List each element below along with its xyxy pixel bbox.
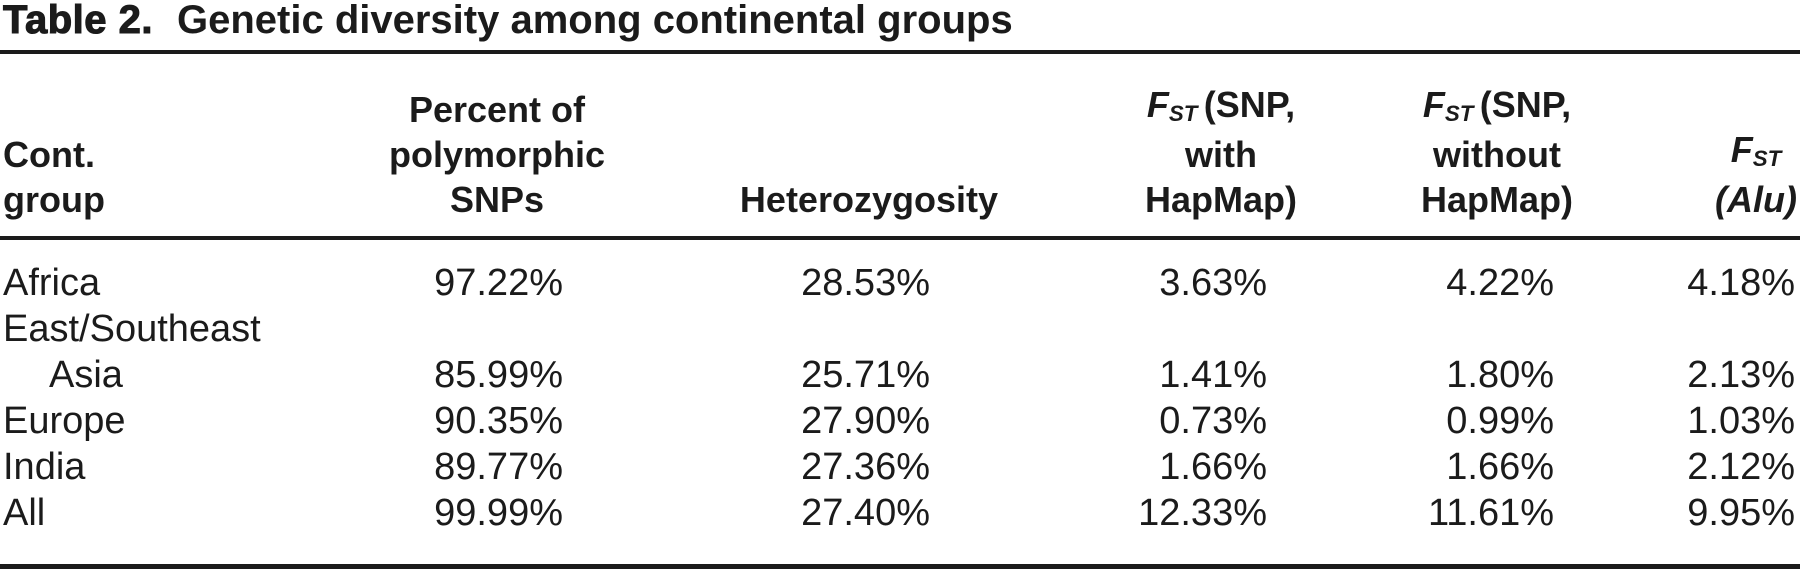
row-label: Europe — [3, 400, 126, 442]
table-title: Genetic diversity among continental grou… — [176, 0, 1013, 42]
data-cell: 28.53% — [801, 262, 930, 304]
header-line: FST (SNP, — [1421, 82, 1573, 132]
fst-symbol: F — [1146, 84, 1169, 125]
column-header-percent-polymorphic-snps: Percent of polymorphic SNPs — [350, 52, 650, 240]
header-line: without — [1433, 134, 1561, 175]
header-text: (SNP, — [1479, 84, 1572, 125]
column-header-fst-alu: FST (Alu) — [1610, 52, 1800, 240]
data-cell: 1.66% — [1446, 446, 1554, 488]
table-row-africa: Africa 97.22% 28.53% 3.63% 4.22% 4.18% — [0, 238, 1800, 306]
fst-symbol: F — [1422, 84, 1445, 125]
data-cell: 97.22% — [434, 262, 563, 304]
data-cell: 89.77% — [434, 446, 563, 488]
bottom-rule — [0, 564, 1800, 569]
data-cell: 25.71% — [801, 354, 930, 396]
data-cell: 0.99% — [1446, 400, 1554, 442]
row-label: East/Southeast Asia — [0, 306, 350, 398]
column-header-fst-snp-without-hapmap: FST (SNP, without HapMap) — [1330, 52, 1610, 240]
data-cell: 27.36% — [801, 446, 930, 488]
header-line: Cont. — [3, 134, 95, 175]
table-row-europe: Europe 90.35% 27.90% 0.73% 0.99% 1.03% — [0, 398, 1800, 444]
data-cell: 0.73% — [1159, 400, 1267, 442]
header-text: (SNP, — [1203, 84, 1296, 125]
data-cell: 27.40% — [801, 492, 930, 534]
header-line: HapMap) — [1421, 179, 1573, 220]
data-cell: 11.61% — [1427, 492, 1554, 534]
column-header-heterozygosity: Heterozygosity — [650, 52, 1000, 240]
table-row-india: India 89.77% 27.36% 1.66% 1.66% 2.12% — [0, 444, 1800, 490]
row-label: All — [3, 492, 46, 534]
alu-italic: Alu — [1727, 179, 1785, 220]
row-label: Africa — [3, 262, 101, 304]
data-cell: 1.41% — [1159, 354, 1267, 396]
data-cell: 1.80% — [1446, 354, 1554, 396]
data-cell: 4.22% — [1446, 262, 1554, 304]
header-line: polymorphic — [388, 134, 605, 175]
table-row-all: All 99.99% 27.40% 12.33% 11.61% 9.95% — [0, 490, 1800, 536]
data-cell: 2.12% — [1687, 446, 1795, 488]
data-cell: 1.03% — [1687, 400, 1795, 442]
paren: ( — [1715, 179, 1727, 220]
row-label-line: Asia — [49, 354, 123, 396]
data-cell: 9.95% — [1687, 492, 1795, 534]
header-line: HapMap) — [1145, 179, 1297, 220]
data-table: Cont. group Percent of polymorphic SNPs He… — [0, 50, 1800, 536]
header-line: (Alu) — [1715, 177, 1797, 222]
header-line: Percent of — [408, 89, 585, 130]
table-label: Table 2. — [2, 0, 153, 43]
data-cell: 3.63% — [1159, 262, 1267, 304]
table-caption: Table 2. Genetic diversity among contine… — [0, 0, 1800, 50]
fst-subscript: ST — [1752, 146, 1782, 172]
data-cell: 4.18% — [1687, 262, 1795, 304]
data-cell: 27.90% — [801, 400, 930, 442]
header-line: group — [3, 179, 105, 220]
fst-subscript: ST — [1444, 101, 1474, 127]
column-header-fst-snp-with-hapmap: FST (SNP, with HapMap) — [1000, 52, 1330, 240]
paren: ) — [1785, 179, 1797, 220]
fst-symbol: F — [1730, 129, 1753, 170]
table-row-east-southeast-asia: East/Southeast Asia 85.99% 25.71% 1.41% … — [0, 306, 1800, 398]
fst-subscript: ST — [1168, 101, 1198, 127]
data-cell: 12.33% — [1138, 492, 1267, 534]
data-cell: 1.66% — [1159, 446, 1267, 488]
header-line: SNPs — [449, 179, 544, 220]
header-line: Heterozygosity — [739, 179, 998, 220]
row-label-line: East/Southeast — [3, 308, 261, 350]
data-cell: 99.99% — [434, 492, 563, 534]
header-line: FST — [1715, 127, 1797, 177]
header-line: FST (SNP, — [1145, 82, 1297, 132]
data-cell: 90.35% — [434, 400, 563, 442]
data-cell: 85.99% — [434, 354, 563, 396]
data-cell: 2.13% — [1687, 354, 1795, 396]
header-row: Cont. group Percent of polymorphic SNPs He… — [0, 52, 1800, 240]
column-header-cont-group: Cont. group — [0, 52, 350, 240]
row-label: India — [3, 446, 86, 488]
header-line: with — [1185, 134, 1257, 175]
